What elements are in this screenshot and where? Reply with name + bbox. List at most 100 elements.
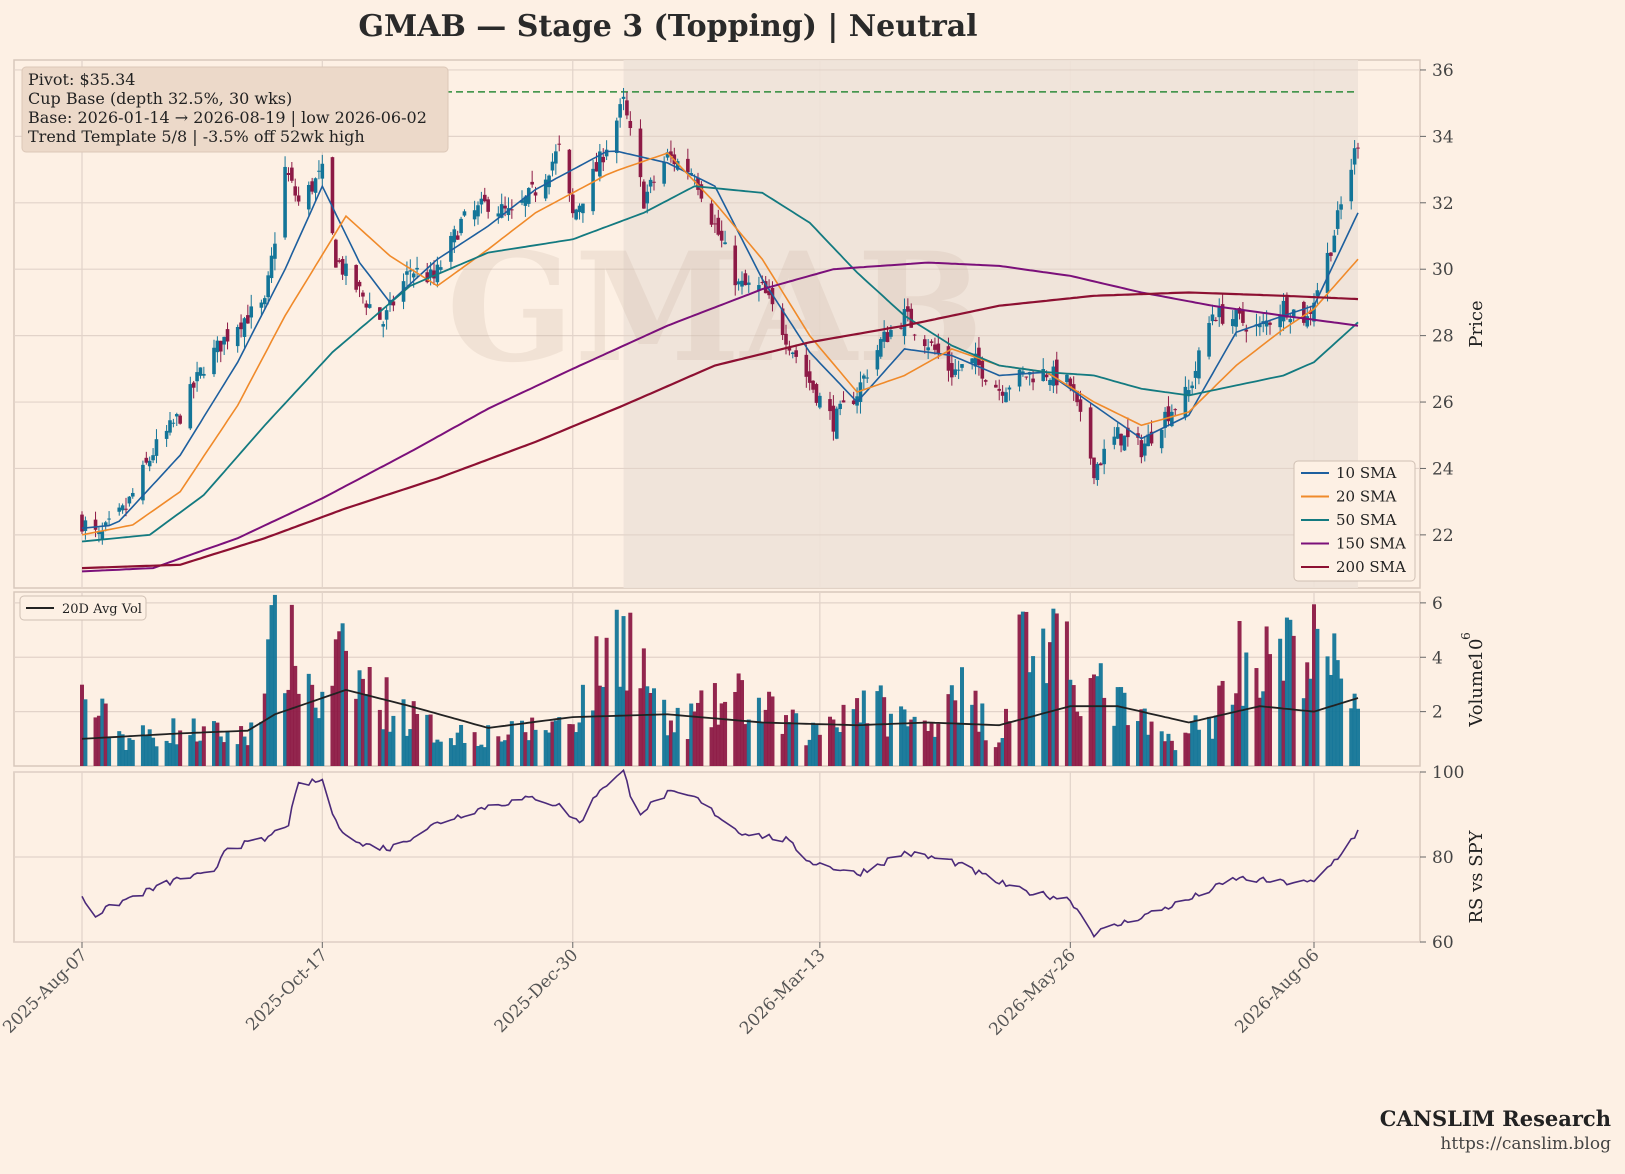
candle-body (408, 270, 413, 272)
candle-body (1234, 310, 1238, 327)
volume-bar (1102, 697, 1107, 766)
candle-body (875, 350, 880, 370)
volume-bar (404, 735, 409, 766)
volume-bar (756, 697, 761, 766)
volume-bar (1146, 734, 1151, 766)
candle-body (499, 204, 504, 218)
volume-bar (770, 696, 775, 766)
volume-bar (174, 744, 179, 766)
volume-bar (1064, 621, 1069, 766)
volume-bar (330, 685, 335, 766)
candle-body (858, 382, 863, 403)
volume-bar (245, 745, 250, 766)
candle-body (618, 104, 622, 118)
candle-body (733, 245, 738, 286)
candle-body (124, 508, 128, 510)
footer-brand: CANSLIM Research (1379, 1106, 1611, 1131)
candle-body (763, 281, 768, 294)
volume-legend-box (19, 595, 147, 621)
volume-bar (814, 725, 819, 766)
volume-bar (1207, 716, 1212, 766)
candle-body (550, 161, 555, 171)
volume-bar (1234, 693, 1239, 766)
volume-bar (1112, 725, 1117, 766)
volume-bar (1119, 687, 1124, 766)
volume-bar (1230, 704, 1235, 766)
candle-body (709, 203, 714, 225)
volume-bar (949, 685, 954, 766)
candle-body (212, 347, 216, 375)
volume-bar (624, 690, 629, 766)
candle-body (235, 326, 240, 347)
volume-bar (1349, 708, 1354, 766)
volume-bar (926, 730, 931, 766)
sma-line-20-sma (81, 152, 1359, 536)
candle-body (1288, 319, 1293, 323)
rs-tick-label: 100 (1432, 763, 1464, 783)
candle-body (130, 492, 135, 497)
candle-body (357, 281, 362, 287)
price-tick-label: 26 (1432, 393, 1454, 413)
candle-body (1031, 378, 1035, 383)
candle-body (642, 181, 646, 209)
volume-bar (1095, 676, 1100, 766)
volume-bar (1007, 721, 1012, 766)
candle-body (120, 505, 125, 511)
volume-bar (811, 722, 816, 766)
volume-bar (570, 724, 575, 766)
volume-tick-label: 6 (1432, 594, 1443, 614)
candle-body (476, 205, 480, 217)
volume-bar (780, 733, 785, 766)
rs-tick-label: 60 (1432, 933, 1454, 953)
volume-bar (976, 731, 981, 766)
candle-body (591, 168, 595, 212)
candle-body (273, 243, 277, 259)
x-tick-label: 2025-Oct-17 (242, 945, 332, 1035)
candle-body (496, 213, 501, 217)
candle-body (367, 304, 372, 308)
volume-bar (638, 688, 643, 766)
candle-body (767, 290, 771, 296)
volume-bar (712, 683, 717, 766)
volume-bar (1173, 750, 1178, 766)
volume-bar (1125, 725, 1130, 766)
volume-bar (1237, 621, 1242, 766)
volume-bar (902, 709, 907, 766)
candle-body (1281, 300, 1286, 322)
candle-body (581, 203, 585, 214)
volume-bar (645, 686, 650, 766)
candle-body (950, 363, 954, 378)
volume-bar (391, 715, 396, 766)
volume-bar (425, 714, 430, 766)
candle-body (956, 369, 961, 371)
candle-body (743, 273, 748, 286)
volume-bar (344, 650, 348, 766)
candle-body (1264, 320, 1269, 327)
candle-body (638, 128, 643, 178)
candle-body (970, 358, 974, 364)
candle-body (1007, 387, 1012, 390)
volume-bar (685, 739, 690, 766)
x-tick-label: 2026-May-26 (985, 945, 1079, 1039)
volume-bar (604, 637, 609, 766)
candle-body (533, 192, 538, 196)
candle-body (202, 373, 206, 376)
volume-bar (1325, 656, 1330, 766)
volume-bar (807, 739, 812, 766)
volume-bar (1193, 715, 1198, 766)
volume-bar (367, 666, 372, 766)
candle-body (1285, 297, 1289, 318)
candle-body (780, 308, 785, 335)
candle-body (1075, 390, 1079, 403)
candle-body (1021, 371, 1025, 374)
candle-body (432, 270, 436, 279)
volume-bar (103, 703, 108, 766)
volume-bar (784, 715, 788, 766)
candle-body (472, 210, 477, 220)
volume-bar (1115, 687, 1120, 766)
candle-body (851, 400, 856, 405)
candle-body (83, 520, 88, 532)
candle-body (1041, 369, 1046, 381)
candle-body (1048, 379, 1052, 386)
candle-body (1098, 463, 1103, 466)
